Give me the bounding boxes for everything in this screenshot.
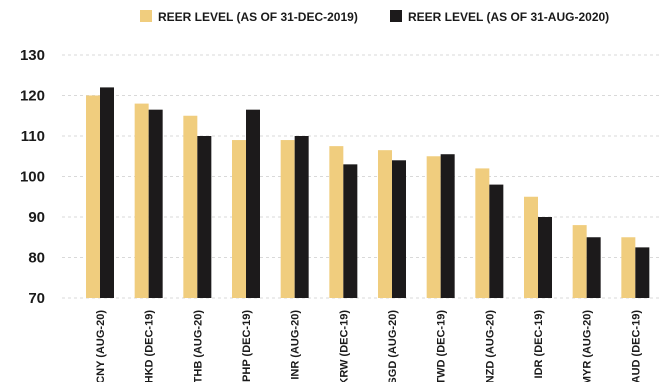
- legend-label-aug-2020: REER LEVEL (AS OF 31-AUG-2020): [408, 10, 609, 24]
- bar-dec-2019: [134, 103, 149, 298]
- legend-swatch-aug-2020: [390, 10, 402, 22]
- y-tick-label: 100: [20, 169, 45, 186]
- gridlines: [62, 54, 660, 299]
- bar-aug-2020: [246, 109, 260, 298]
- bar-dec-2019: [524, 196, 538, 298]
- bar-aug-2020: [100, 87, 114, 299]
- bar-dec-2019: [621, 237, 636, 298]
- bar-aug-2020: [440, 154, 455, 298]
- bar-dec-2019: [572, 225, 587, 298]
- bar-aug-2020: [586, 237, 601, 298]
- x-tick-label: HKD (DEC-19): [144, 310, 156, 382]
- y-tick-label: 130: [20, 47, 45, 64]
- bar-aug-2020: [538, 217, 552, 298]
- x-tick-label: MYR (AUG-20): [582, 310, 594, 382]
- y-tick-label: 110: [21, 128, 45, 145]
- y-tick-label: 90: [28, 209, 45, 226]
- x-tick-label: SGD (AUG-20): [387, 310, 399, 382]
- x-tick-label: NZD (AUG-20): [484, 310, 496, 382]
- bar-dec-2019: [280, 140, 295, 298]
- x-axis-ticks: CNY (AUG-20) HKD (DEC-19) THB (AUG-20) PHP …: [95, 310, 642, 382]
- bar-dec-2019: [232, 140, 246, 298]
- x-tick-label: IDR (DEC-19): [533, 310, 545, 379]
- bar-aug-2020: [392, 160, 406, 298]
- x-tick-label: KRW (DEC-19): [338, 310, 350, 382]
- y-tick-label: 70: [28, 290, 45, 307]
- bar-dec-2019: [378, 150, 392, 298]
- x-tick-label: THB (AUG-20): [192, 310, 204, 382]
- bar-dec-2019: [426, 156, 441, 298]
- bar-aug-2020: [148, 109, 163, 298]
- legend: REER LEVEL (AS OF 31-DEC-2019) REER LEVE…: [140, 10, 609, 24]
- bar-dec-2019: [329, 146, 344, 298]
- x-tick-label: PHP (DEC-19): [241, 310, 253, 382]
- x-tick-label: AUD (DEC-19): [630, 310, 642, 382]
- y-tick-label: 80: [28, 250, 45, 267]
- x-tick-label: INR (AUG-20): [290, 310, 302, 380]
- y-axis-ticks: 70 80 90 100 110 120 130: [20, 47, 45, 307]
- bars: [86, 87, 650, 299]
- bar-aug-2020: [343, 164, 358, 298]
- y-tick-label: 120: [20, 88, 45, 105]
- legend-label-dec-2019: REER LEVEL (AS OF 31-DEC-2019): [158, 10, 358, 24]
- bar-aug-2020: [197, 136, 212, 298]
- bar-dec-2019: [183, 115, 198, 298]
- bar-dec-2019: [86, 95, 100, 298]
- x-tick-label: TWD (DEC-19): [436, 310, 448, 382]
- bar-aug-2020: [635, 247, 650, 298]
- bar-aug-2020: [489, 184, 504, 298]
- x-tick-label: CNY (AUG-20): [95, 310, 107, 382]
- legend-swatch-dec-2019: [140, 10, 152, 22]
- bar-aug-2020: [294, 136, 309, 298]
- bar-dec-2019: [475, 168, 490, 298]
